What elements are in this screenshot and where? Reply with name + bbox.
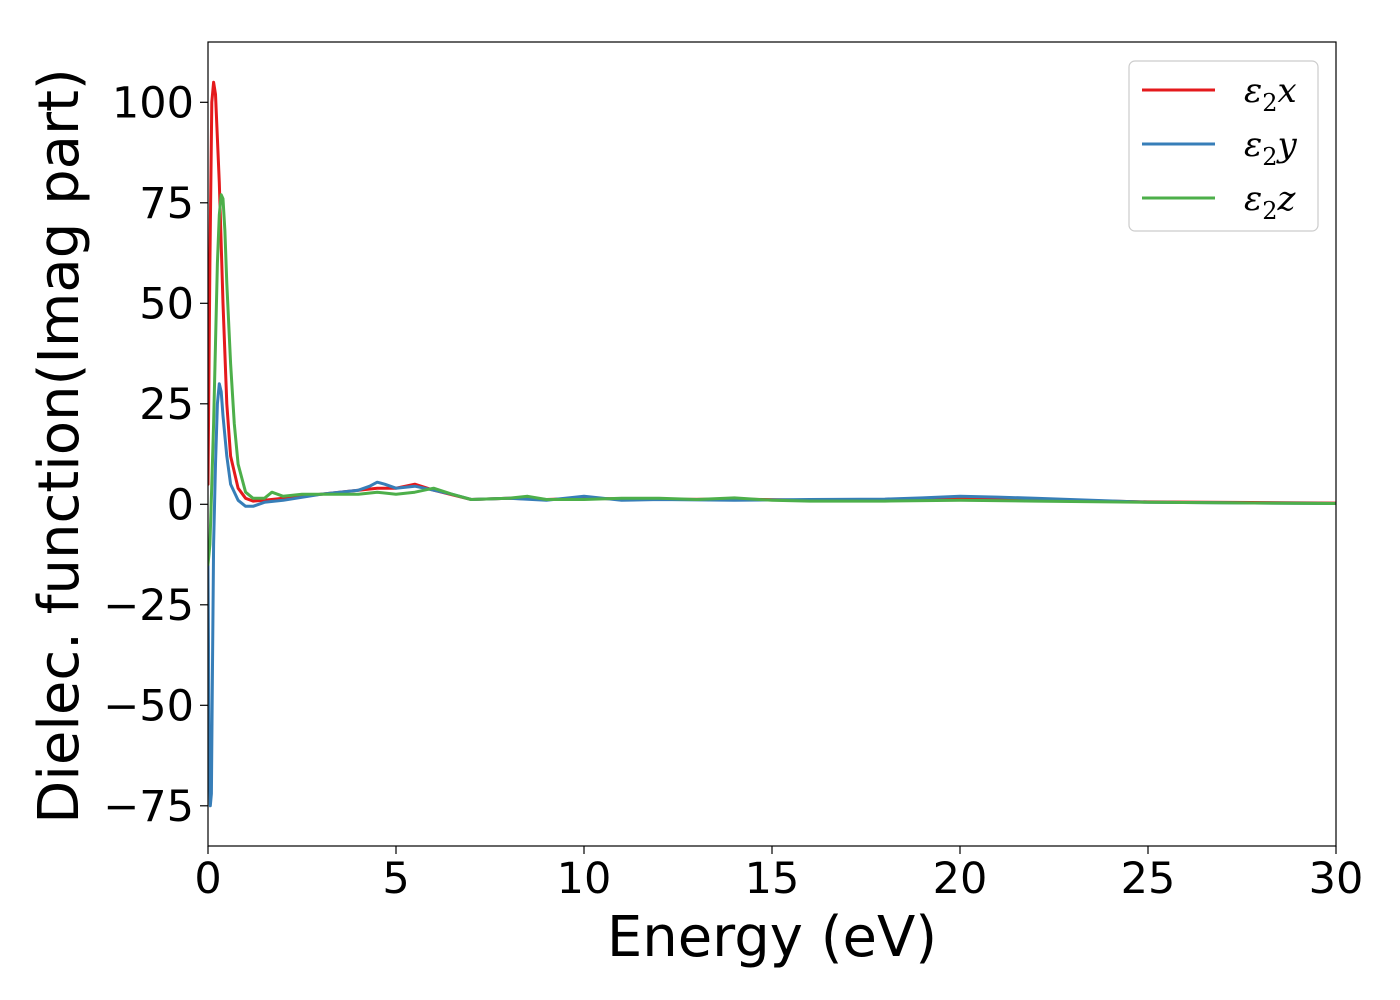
series-line-y	[208, 382, 1336, 808]
y-tick-label: 25	[139, 380, 194, 430]
legend-box	[1128, 60, 1319, 232]
x-tick-label: 0	[194, 854, 221, 904]
y-axis-title: Dielec. function(Imag part)	[27, 68, 92, 824]
y-tick-label: 100	[112, 78, 194, 128]
legend: ε2x ε2y ε2z	[1128, 60, 1319, 232]
legend-label-y: ε2y	[1244, 125, 1298, 171]
x-tick-label: 30	[1309, 854, 1364, 904]
legend-label-z: ε2z	[1244, 179, 1297, 225]
y-tick-label: −25	[103, 581, 194, 631]
y-tick-label: 50	[139, 279, 194, 329]
legend-label-x: ε2x	[1244, 71, 1297, 117]
x-tick-label: 5	[382, 854, 409, 904]
x-tick-label: 20	[933, 854, 988, 904]
x-tick-label: 10	[557, 854, 612, 904]
series-layer	[208, 80, 1336, 808]
y-tick-label: 0	[167, 480, 194, 530]
y-tick-label: −75	[103, 782, 194, 832]
legend-items: ε2x ε2y ε2z	[1142, 71, 1298, 225]
y-tick-label: −50	[103, 681, 194, 731]
y-axis: −75 −50 −25 0 25 50 75 100	[103, 78, 208, 832]
x-axis-title: Energy (eV)	[607, 905, 937, 970]
y-tick-label: 75	[139, 179, 194, 229]
x-axis: 0 5 10 15 20 25 30	[194, 846, 1363, 904]
series-line-z	[208, 193, 1336, 567]
x-tick-label: 15	[745, 854, 800, 904]
x-tick-label: 25	[1121, 854, 1176, 904]
